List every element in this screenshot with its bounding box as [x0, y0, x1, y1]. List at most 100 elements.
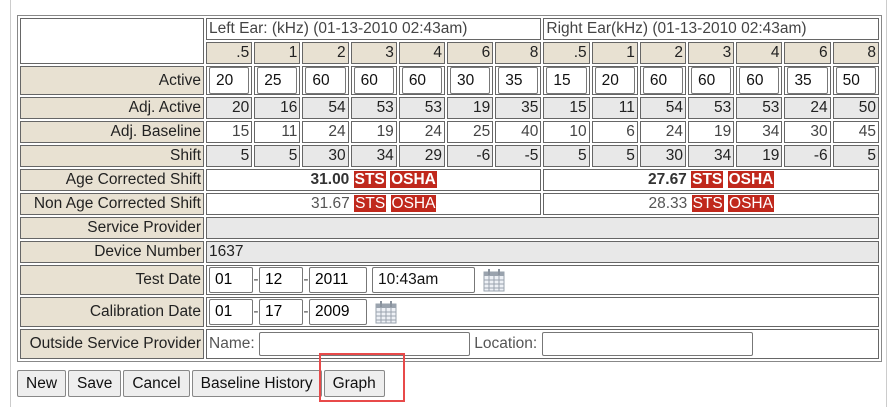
adj_active-left-1: 16	[254, 97, 301, 119]
calibration_date-month-input[interactable]	[209, 299, 253, 325]
save-button[interactable]: Save	[68, 370, 122, 397]
active-left-input-6[interactable]	[498, 67, 539, 94]
calibration_date-year-input[interactable]	[309, 299, 367, 325]
label-adj_baseline: Adj. Baseline	[20, 121, 204, 143]
osha-badge: OSHA	[390, 171, 437, 188]
adj_baseline-left-0: 15	[206, 121, 253, 143]
name-input[interactable]	[258, 332, 470, 356]
active-left-input-2[interactable]	[305, 67, 346, 94]
non_age_corrected-left: 31.67 STS OSHA	[206, 193, 542, 215]
adj_active-left-4: 53	[398, 97, 446, 119]
frequency-left-4: 4	[398, 42, 446, 64]
active-right-cell	[591, 66, 638, 95]
active-right-input-0[interactable]	[546, 67, 587, 94]
age_corrected-left-value: 31.00	[310, 171, 350, 188]
row-calibration-date: Calibration Date--	[20, 297, 879, 327]
location-input[interactable]	[541, 332, 753, 356]
osha-badge: OSHA	[727, 171, 775, 188]
date-separator: -	[303, 303, 309, 321]
shift-right-2: 30	[639, 145, 687, 167]
cancel-button[interactable]: Cancel	[123, 370, 190, 397]
adj_active-left-6: 35	[495, 97, 542, 119]
row-non_age_corrected: Non Age Corrected Shift 31.67 STS OSHA 28.…	[20, 193, 879, 215]
row-shift: Shift 5 5 30 34 29 -6 -5 5 5 30 34 19 -6 5	[20, 145, 879, 167]
active-right-input-6[interactable]	[835, 67, 876, 94]
page-border-left	[10, 0, 11, 407]
service-provider-value	[206, 217, 879, 239]
adj_baseline-left-4: 24	[398, 121, 446, 143]
adj_baseline-right-4: 34	[736, 121, 783, 143]
adj_active-right-4: 53	[736, 97, 783, 119]
adj_baseline-left-5: 25	[447, 121, 494, 143]
adj_active-left-2: 54	[302, 97, 349, 119]
calendar-icon[interactable]	[375, 300, 397, 324]
frequency-right-5: 6	[784, 42, 831, 64]
outside-provider-cell: Name: Location:	[206, 329, 879, 359]
active-left-cell	[206, 66, 253, 95]
age_corrected-left: 31.00 STS OSHA	[206, 169, 542, 191]
calibration_date-day-input[interactable]	[259, 299, 303, 325]
adj_active-left-5: 19	[447, 97, 494, 119]
shift-right-1: 5	[591, 145, 638, 167]
active-left-cell	[254, 66, 301, 95]
adj_baseline-left-6: 40	[495, 121, 542, 143]
date-separator: -	[253, 271, 259, 289]
adj_baseline-right-3: 19	[688, 121, 735, 143]
row-adj_baseline: Adj. Baseline 15 11 24 19 24 25 40 10 6 24 19 34 30 45	[20, 121, 879, 143]
active-left-input-3[interactable]	[353, 67, 394, 94]
shift-right-6: 5	[832, 145, 879, 167]
adj_baseline-right-0: 10	[543, 121, 590, 143]
calendar-icon[interactable]	[483, 268, 505, 292]
test-date-cell: - - 10:43am	[206, 265, 879, 295]
shift-left-6: -5	[495, 145, 542, 167]
row-active: Active	[20, 66, 879, 95]
active-right-cell	[639, 66, 687, 95]
active-right-input-4[interactable]	[739, 67, 780, 94]
non_age_corrected-right-value: 28.33	[648, 195, 688, 212]
test_date-month-input[interactable]	[209, 267, 253, 293]
adj_active-right-6: 50	[832, 97, 879, 119]
adj_active-left-3: 53	[350, 97, 397, 119]
date-separator: -	[303, 271, 309, 289]
active-left-input-0[interactable]	[209, 67, 250, 94]
shift-right-5: -6	[784, 145, 831, 167]
frequency-left-0: .5	[206, 42, 253, 64]
active-right-input-5[interactable]	[787, 67, 828, 94]
date-separator: -	[253, 303, 259, 321]
graph-button[interactable]: Graph	[323, 370, 385, 397]
adj_baseline-left-2: 24	[302, 121, 349, 143]
adj_baseline-left-1: 11	[254, 121, 301, 143]
shift-right-0: 5	[543, 145, 590, 167]
age_corrected-right-value: 27.67	[648, 171, 687, 188]
active-left-input-5[interactable]	[450, 67, 491, 94]
active-left-input-1[interactable]	[257, 67, 298, 94]
active-right-input-1[interactable]	[594, 67, 635, 94]
test_date-day-input[interactable]	[259, 267, 303, 293]
adj_baseline-right-5: 30	[784, 121, 831, 143]
calibration-date-cell: --	[206, 297, 879, 327]
label-device-number: Device Number	[20, 241, 204, 263]
test_date-year-input[interactable]	[309, 267, 367, 293]
sts-badge: STS	[691, 171, 724, 188]
row-outside-provider: Outside Service Provider Name: Location:	[20, 329, 879, 359]
label-service-provider: Service Provider	[20, 217, 204, 239]
ear-header-row: Left Ear: (kHz) (01-13-2010 02:43am) Rig…	[20, 18, 879, 64]
row-age_corrected: Age Corrected Shift 31.00 STS OSHA 27.67 S…	[20, 169, 879, 191]
new-button[interactable]: New	[17, 370, 67, 397]
row-device-number: Device Number 1637	[20, 241, 879, 263]
sts-badge: STS	[691, 195, 724, 212]
frequency-right-6: 8	[832, 42, 879, 64]
baseline-history-button[interactable]: Baseline History	[191, 370, 322, 397]
corner-cell	[20, 18, 204, 64]
non_age_corrected-left-value: 31.67	[310, 195, 350, 212]
adj_baseline-left-3: 19	[350, 121, 397, 143]
frequency-right-0: .5	[543, 42, 590, 64]
active-left-input-4[interactable]	[401, 67, 443, 94]
active-left-cell	[302, 66, 349, 95]
adj_active-left-0: 20	[206, 97, 253, 119]
active-right-input-2[interactable]	[642, 67, 684, 94]
sts-badge: STS	[354, 195, 387, 212]
test-time-input[interactable]: 10:43am	[372, 267, 475, 293]
shift-right-4: 19	[736, 145, 783, 167]
active-right-input-3[interactable]	[691, 67, 732, 94]
